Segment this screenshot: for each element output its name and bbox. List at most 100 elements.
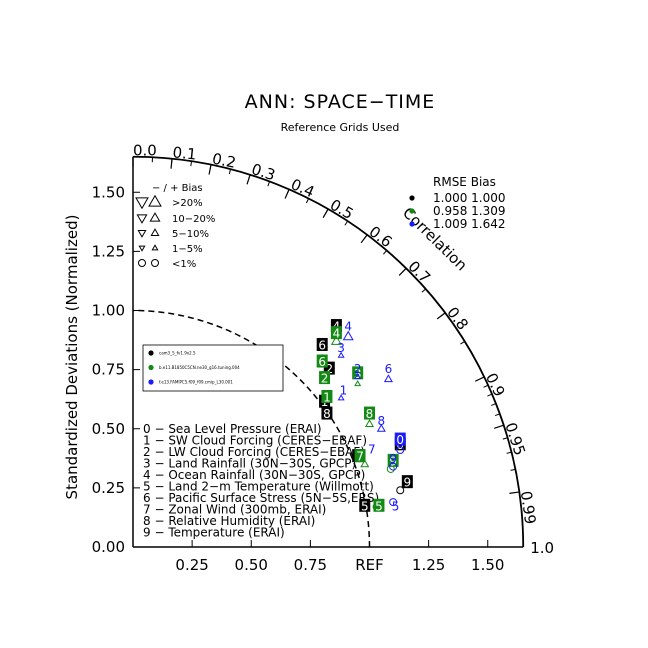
rmse-bias-dot [409, 195, 415, 201]
corr-minor-tick [491, 403, 497, 406]
data-point-label: 8 [366, 407, 374, 421]
data-marker-triangle [354, 372, 362, 380]
corr-major-tick [360, 234, 368, 244]
data-label-box [321, 406, 333, 420]
data-point-label: 0 [396, 433, 404, 447]
bias-legend-label: >20% [172, 198, 203, 209]
data-label-box [316, 354, 328, 368]
bias-legend-up-triangle [151, 244, 159, 251]
data-points-layer: 4621879504623187954362180975 [316, 319, 413, 513]
data-label-box [330, 319, 342, 333]
data-marker-triangle [360, 459, 370, 468]
corr-minor-tick [305, 198, 310, 204]
bias-legend-label: <1% [172, 259, 196, 270]
corr-major-tick [208, 164, 212, 175]
corr-end-label: 1.0 [530, 539, 554, 557]
rmse-bias-header: RMSE Bias [433, 175, 496, 189]
variable-list-item: 1 − SW Cloud Forcing (CERES−EBAF) [143, 434, 367, 448]
data-label-box [330, 326, 342, 340]
y-tick-label: 1.00 [92, 302, 125, 320]
data-marker-triangle [383, 374, 393, 383]
case-legend-dot [148, 379, 154, 385]
corr-major-tick [246, 174, 251, 185]
case-legend-label: f.e13.FAMIPC5.f09_f09.cmip_L30.001 [159, 380, 233, 385]
data-label-box [373, 498, 385, 512]
y-tick-label: 1.25 [92, 242, 125, 260]
bias-legend-up-triangle [148, 194, 162, 207]
data-label-box [354, 449, 366, 463]
corr-major-tick [436, 312, 446, 320]
corr-minor-tick [383, 250, 388, 255]
y-axis-label: Standardized Deviations (Normalized) [63, 215, 81, 500]
corr-minor-tick [344, 220, 349, 226]
corr-tick-label: 0.2 [211, 149, 238, 171]
corr-tick-label: 0.6 [366, 222, 396, 251]
corr-major-tick [494, 424, 504, 429]
y-tick-label: 1.50 [92, 183, 125, 201]
corr-minor-tick [267, 181, 271, 187]
corr-tick-label: 0.7 [404, 257, 434, 287]
data-point-label: 6 [318, 355, 326, 369]
variable-list-item: 0 − Sea Level Pressure (ERAI) [143, 422, 322, 436]
data-point-label: 9 [389, 452, 397, 466]
data-marker-triangle [364, 419, 375, 428]
data-point-label: 6 [318, 338, 326, 352]
data-point-label: 1 [323, 391, 331, 405]
chart-title: ANN: SPACE−TIME [245, 91, 436, 113]
data-marker-circle [396, 446, 405, 455]
x-tick-label: 0.25 [175, 556, 208, 574]
data-label-box [394, 432, 406, 446]
data-label-box [359, 498, 371, 512]
corr-major-tick [398, 267, 407, 276]
rmse-bias-dot [409, 221, 415, 227]
data-point-label: 2 [325, 362, 333, 376]
outer-arc [132, 155, 525, 548]
corr-major-tick [284, 189, 290, 199]
bias-legend-label: 1−5% [172, 244, 203, 255]
case-legend-box [142, 344, 284, 392]
bias-legend-label: 5−10% [172, 229, 209, 240]
corr-major-tick [170, 158, 173, 169]
chart-subtitle: Reference Grids Used [281, 121, 400, 134]
corr-tick-label: 0.0 [133, 141, 157, 159]
data-label-box [401, 475, 413, 489]
variable-list-item: 2 − LW Cloud Forcing (CERES−EBAF) [143, 445, 365, 459]
rmse-bias-dot [409, 208, 415, 214]
variable-list-item: 9 − Temperature (ERAI) [143, 526, 285, 540]
case-legend-label: cam3_5_fv1.9x2.5 [159, 351, 196, 356]
corr-minor-tick [506, 451, 512, 454]
bias-legend-down-triangle [137, 229, 147, 238]
y-tick-label: 0.75 [92, 361, 125, 379]
data-marker-triangle [337, 394, 345, 401]
x-tick-label: 0.75 [294, 556, 327, 574]
data-point-label: 1 [340, 383, 348, 397]
x-tick-label: 0.50 [235, 556, 268, 574]
corr-tick-label: 0.1 [172, 143, 198, 163]
data-point-label: 8 [323, 407, 331, 421]
data-point-label: 9 [389, 454, 397, 468]
corr-major-tick [474, 376, 485, 382]
bias-legend-label: 10−20% [172, 214, 215, 225]
case-legend-dot [148, 350, 154, 356]
corr-tick-label: 0.95 [501, 420, 529, 457]
corr-tick-label: 0.3 [249, 160, 277, 184]
y-tick-label: 0.25 [92, 479, 125, 497]
x-tick-label: 1.50 [471, 556, 504, 574]
data-label-box [319, 371, 331, 385]
data-point-label: 5 [375, 499, 383, 513]
data-marker-circle [396, 486, 405, 495]
data-point-label: 7 [356, 450, 364, 464]
corr-tick-label: 0.8 [443, 304, 472, 334]
x-tick-label: 1.25 [412, 556, 445, 574]
corr-minor-tick [483, 384, 489, 388]
corr-tick-label: 0.99 [517, 490, 540, 526]
data-marker-triangle [342, 330, 354, 341]
bias-legend-down-triangle [136, 214, 148, 224]
data-marker-circle [389, 462, 398, 471]
variable-list-item: 3 − Land Rainfall (30N−30S, GPCP) [143, 457, 356, 471]
y-tick-label: 0.50 [92, 420, 125, 438]
bias-legend-down-triangle [138, 245, 146, 252]
corr-minor-tick [487, 393, 493, 397]
data-point-label: 6 [385, 362, 393, 376]
corr-minor-tick [494, 413, 500, 417]
